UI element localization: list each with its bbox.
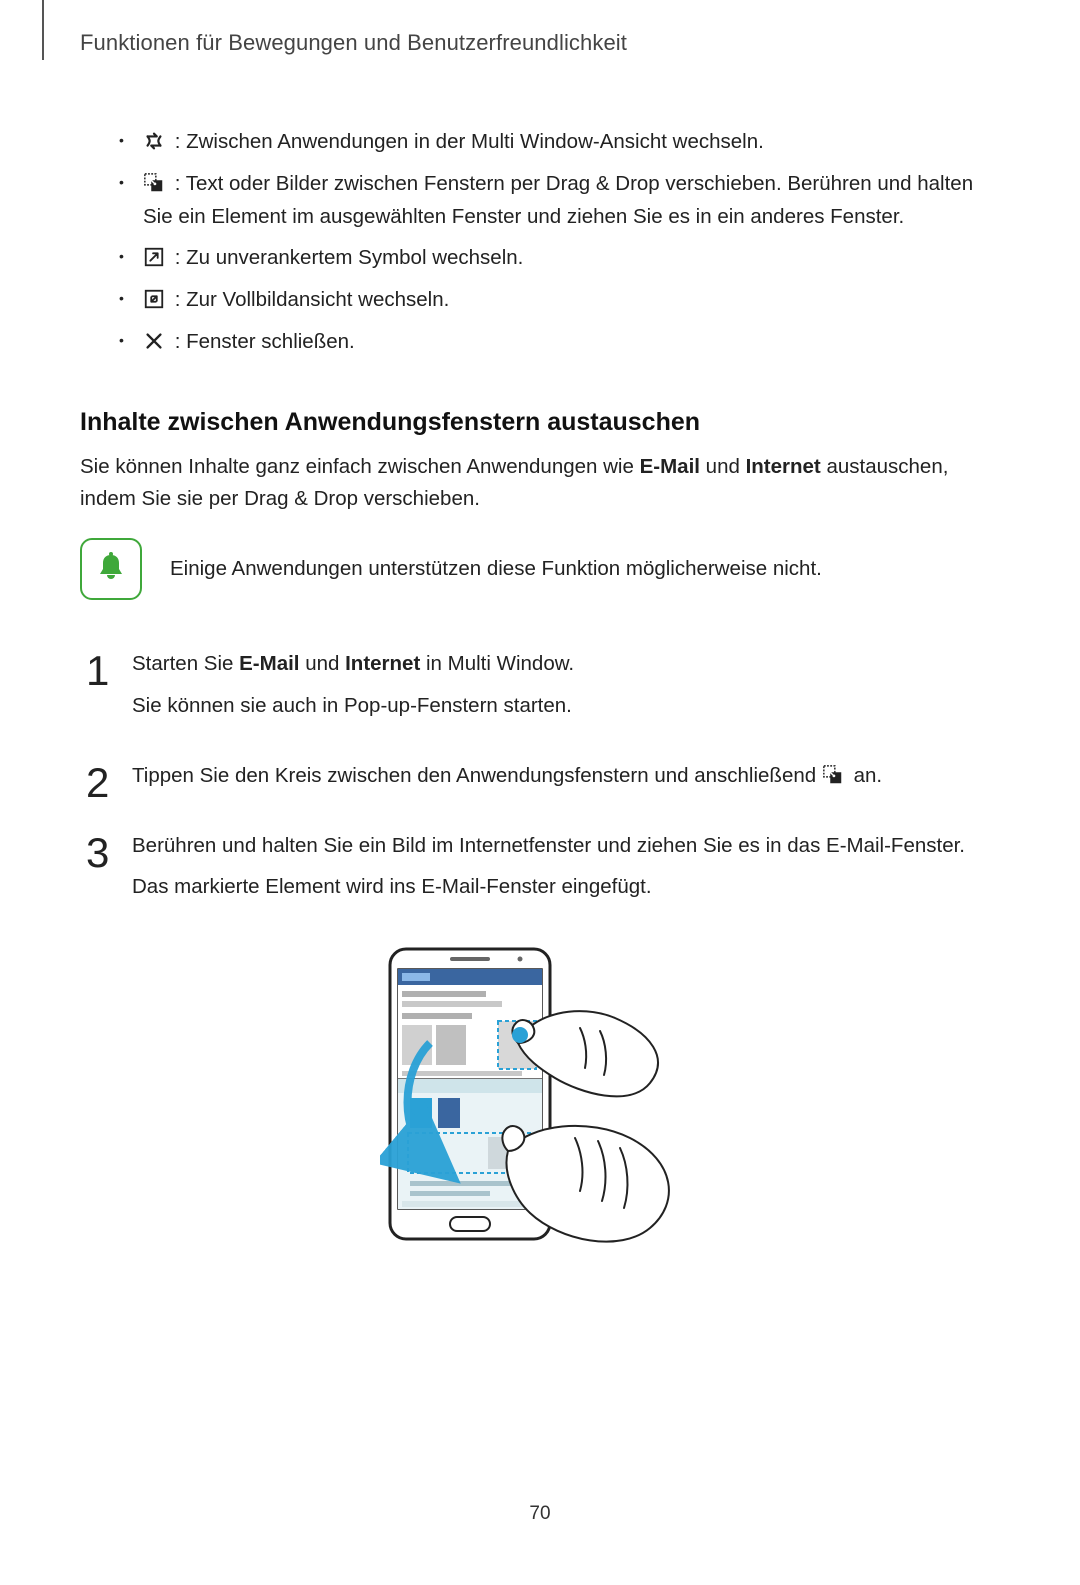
text: Berühren und halten Sie ein Bild im Inte… xyxy=(132,834,965,857)
bold-text: E-Mail xyxy=(640,455,700,478)
list-item: : Zu unverankertem Symbol wechseln. xyxy=(115,242,1000,284)
step-item: Tippen Sie den Kreis zwischen den Anwend… xyxy=(80,760,1000,792)
step-item: Starten Sie E-Mail und Internet in Multi… xyxy=(80,648,1000,722)
undock-icon xyxy=(143,246,165,268)
steps-list: Starten Sie E-Mail und Internet in Multi… xyxy=(80,648,1000,903)
header-rule xyxy=(42,0,44,60)
page-number: 70 xyxy=(80,1503,1000,1525)
note-callout: Einige Anwendungen unterstützen diese Fu… xyxy=(80,538,1000,600)
note-text: Einige Anwendungen unterstützen diese Fu… xyxy=(170,554,822,585)
list-item-text: : Zu unverankertem Symbol wechseln. xyxy=(175,246,524,269)
bold-text: Internet xyxy=(345,652,420,675)
text: Starten Sie xyxy=(132,652,239,675)
swap-icon xyxy=(143,130,165,152)
step-item: Berühren und halten Sie ein Bild im Inte… xyxy=(80,830,1000,904)
note-bell-icon xyxy=(80,538,142,600)
step-subtext: Das markierte Element wird ins E-Mail-Fe… xyxy=(132,871,1000,903)
page-header: Funktionen für Bewegungen und Benutzerfr… xyxy=(80,30,1000,56)
list-item-text: : Fenster schließen. xyxy=(175,330,355,353)
text: und xyxy=(700,455,746,478)
list-item: : Fenster schließen. xyxy=(115,326,1000,368)
list-item: : Zur Vollbildansicht wechseln. xyxy=(115,284,1000,326)
step-subtext: Sie können sie auch in Pop-up-Fenstern s… xyxy=(132,690,1000,722)
list-item: : Text oder Bilder zwischen Fenstern per… xyxy=(115,168,1000,243)
list-item: : Zwischen Anwendungen in der Multi Wind… xyxy=(115,126,1000,168)
text: und xyxy=(300,652,346,675)
list-item-text: : Zwischen Anwendungen in der Multi Wind… xyxy=(175,130,764,153)
section-heading: Inhalte zwischen Anwendungsfenstern aust… xyxy=(80,408,1000,437)
list-item-text: : Zur Vollbildansicht wechseln. xyxy=(175,288,450,311)
dragdrop-icon xyxy=(822,764,844,786)
text: an. xyxy=(854,764,883,787)
fullscreen-icon xyxy=(143,288,165,310)
close-icon xyxy=(143,330,165,352)
bold-text: E-Mail xyxy=(239,652,299,675)
bold-text: Internet xyxy=(746,455,821,478)
text: in Multi Window. xyxy=(420,652,574,675)
header-title: Funktionen für Bewegungen und Benutzerfr… xyxy=(80,30,1000,56)
section-intro: Sie können Inhalte ganz einfach zwischen… xyxy=(80,451,1000,515)
list-item-text: : Text oder Bilder zwischen Fenstern per… xyxy=(143,172,973,228)
text: Sie können Inhalte ganz einfach zwischen… xyxy=(80,455,640,478)
drag-drop-figure xyxy=(80,943,1000,1283)
icon-description-list: : Zwischen Anwendungen in der Multi Wind… xyxy=(80,126,1000,368)
text: Tippen Sie den Kreis zwischen den Anwend… xyxy=(132,764,822,787)
dragdrop-icon xyxy=(143,172,165,194)
